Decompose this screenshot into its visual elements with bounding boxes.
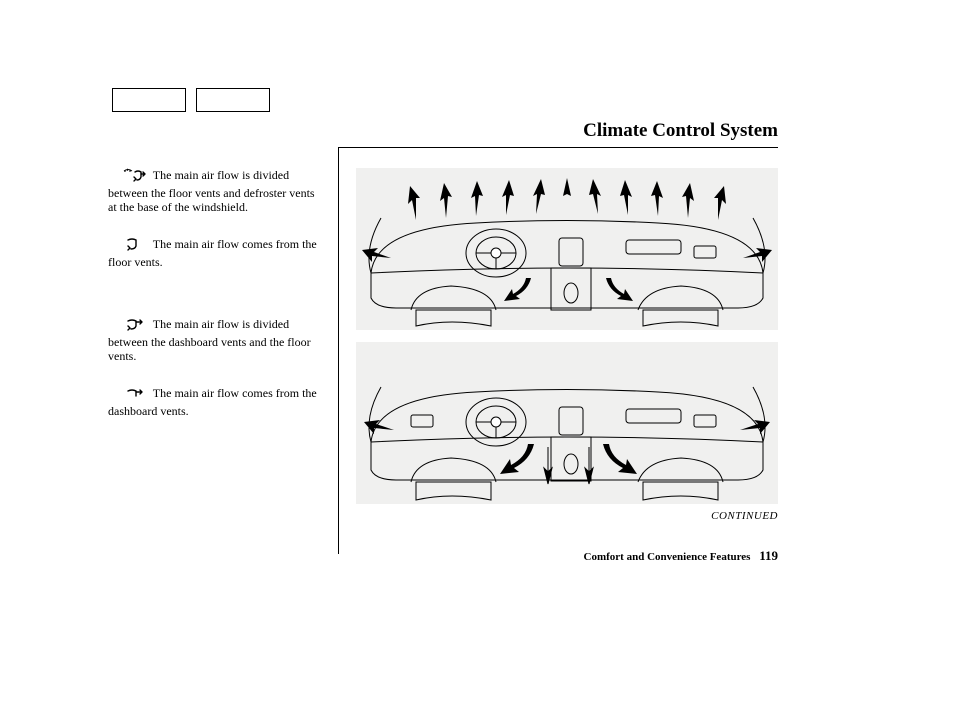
diagram-top-defrost-floor xyxy=(356,168,778,330)
nav-box-2[interactable] xyxy=(196,88,270,112)
paragraph-2: The main air flow comes from the floor v… xyxy=(108,237,326,269)
footer-text: Comfort and Convenience Features xyxy=(584,551,751,563)
title-rule xyxy=(339,147,778,148)
car-interior-svg-bottom xyxy=(356,342,778,504)
nav-box-1[interactable] xyxy=(112,88,186,112)
dash-icon xyxy=(122,386,148,404)
continued-label: CONTINUED xyxy=(711,510,778,522)
paragraph-1: The main air flow is divided between the… xyxy=(108,168,326,215)
car-interior-svg-top xyxy=(356,168,778,330)
left-text-column: The main air flow is divided between the… xyxy=(108,168,326,440)
manual-page: Climate Control System The main air f xyxy=(0,0,954,710)
floor-icon xyxy=(122,237,148,255)
paragraph-4: The main air flow comes from the dashboa… xyxy=(108,386,326,418)
section-title: Climate Control System xyxy=(583,120,778,142)
dash-floor-icon xyxy=(122,317,148,335)
vertical-rule xyxy=(338,147,339,554)
header-nav-boxes xyxy=(112,88,270,112)
diagram-column xyxy=(356,168,778,516)
page-footer: Comfort and Convenience Features 119 xyxy=(584,548,778,564)
diagram-bottom-floor xyxy=(356,342,778,504)
defrost-floor-icon xyxy=(122,168,148,186)
page-number: 119 xyxy=(759,548,778,563)
paragraph-3: The main air flow is divided between the… xyxy=(108,317,326,364)
